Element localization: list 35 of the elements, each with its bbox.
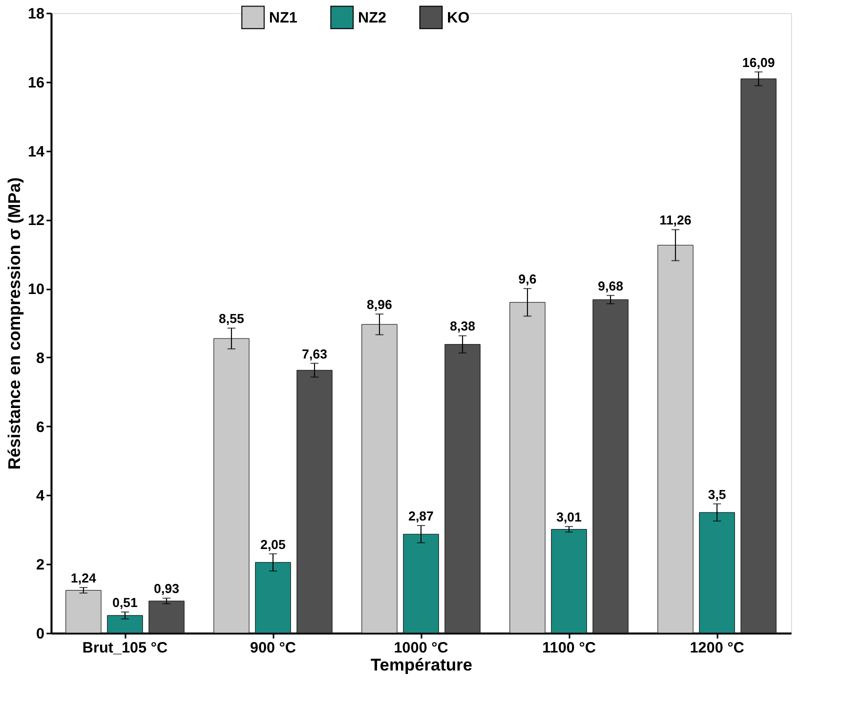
y-tick-label: 12 xyxy=(28,212,44,230)
legend-label: NZ2 xyxy=(358,9,386,26)
data-label: 3,01 xyxy=(556,510,582,525)
x-tick-label: 1000 °C xyxy=(394,640,448,656)
y-tick-label: 4 xyxy=(36,488,46,505)
y-tick-label: 2 xyxy=(36,556,44,574)
y-tick-label: 14 xyxy=(28,143,46,160)
x-axis-title: Température xyxy=(370,656,472,674)
y-tick-label: 18 xyxy=(28,6,44,22)
legend-label: NZ1 xyxy=(269,9,298,26)
data-label: 11,26 xyxy=(660,212,692,228)
x-tick-label: 1200 °C xyxy=(690,640,744,656)
x-tick-label: 900 °C xyxy=(250,640,296,656)
y-tick-label: 8 xyxy=(36,350,44,367)
y-tick-label: 6 xyxy=(36,418,44,436)
data-label: 8,96 xyxy=(366,297,392,312)
data-label: 16,09 xyxy=(742,54,775,70)
data-label: 1,24 xyxy=(70,570,97,586)
data-label: 7,63 xyxy=(302,346,328,362)
y-tick-label: 10 xyxy=(28,281,44,298)
data-label: 2,05 xyxy=(260,536,286,552)
x-tick-label: 1100 °C xyxy=(542,640,596,656)
data-label: 9,6 xyxy=(518,272,536,287)
y-tick-label: 16 xyxy=(28,74,44,92)
data-label: 0,51 xyxy=(112,594,138,610)
x-tick-label: Brut_105 °C xyxy=(82,640,168,656)
data-label: 0,93 xyxy=(154,581,180,596)
legend-label: KO xyxy=(447,9,470,26)
y-axis-title: Résistance en compression σ (MPa) xyxy=(4,177,24,470)
y-tick-label: 0 xyxy=(36,626,44,642)
data-label: 9,68 xyxy=(598,278,624,294)
data-label: 8,38 xyxy=(450,318,476,334)
data-label: 8,55 xyxy=(218,311,244,326)
data-label: 3,5 xyxy=(708,486,726,502)
data-label: 2,87 xyxy=(408,508,434,524)
